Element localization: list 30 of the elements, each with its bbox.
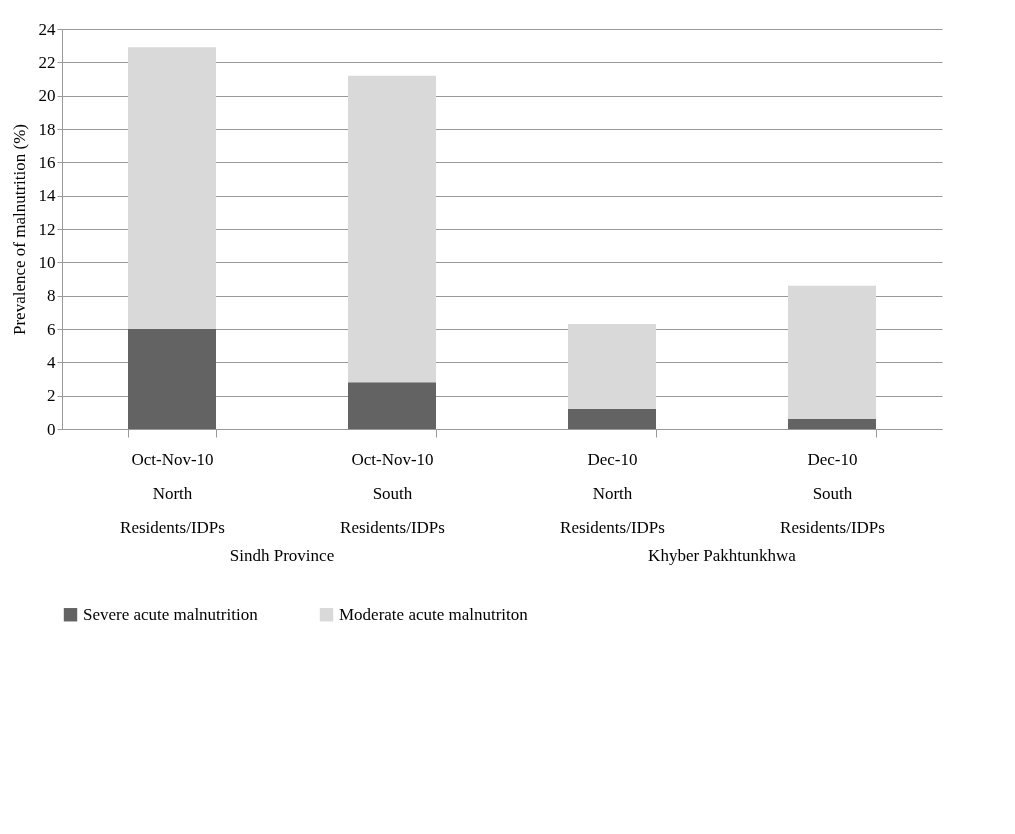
legend-label: Moderate acute malnutriton bbox=[339, 604, 529, 624]
bar bbox=[348, 75, 436, 383]
bar bbox=[128, 47, 216, 329]
y-tick-label: 14 bbox=[38, 186, 56, 206]
x-tick-label: Oct-Nov-10 North Residents/IDPs bbox=[120, 449, 225, 537]
bar bbox=[788, 419, 876, 429]
x-tick-label: Dec-10 North Residents/IDPs bbox=[560, 449, 665, 537]
y-tick-label: 12 bbox=[38, 219, 56, 239]
bar bbox=[348, 382, 436, 429]
bar bbox=[568, 409, 656, 429]
x-tick-label: Dec-10 South Residents/IDPs bbox=[780, 449, 885, 537]
y-tick-label: 18 bbox=[38, 119, 56, 139]
bar bbox=[788, 285, 876, 419]
x-tick-label: Oct-Nov-10 South Residents/IDPs bbox=[340, 449, 445, 537]
y-tick-label: 10 bbox=[38, 252, 56, 272]
y-tick-label: 6 bbox=[47, 319, 56, 339]
y-tick-label: 24 bbox=[38, 19, 56, 39]
y-tick-label: 2 bbox=[47, 386, 56, 406]
y-tick-label: 0 bbox=[47, 419, 56, 439]
legend-label: Severe acute malnutrition bbox=[83, 604, 259, 624]
bar bbox=[128, 329, 216, 429]
text: Khyber Pakhtunkhwa bbox=[648, 546, 797, 565]
text: Sindh Province bbox=[229, 546, 335, 565]
y-tick-label: 22 bbox=[38, 52, 56, 72]
y-tick-label: 8 bbox=[47, 286, 56, 306]
y-tick-label: 16 bbox=[38, 152, 56, 172]
bar bbox=[568, 324, 656, 409]
y-axis-title: Prevalence of malnutrition (%) bbox=[9, 123, 29, 336]
y-tick-label: 4 bbox=[47, 352, 56, 372]
y-tick-label: 20 bbox=[38, 86, 56, 106]
